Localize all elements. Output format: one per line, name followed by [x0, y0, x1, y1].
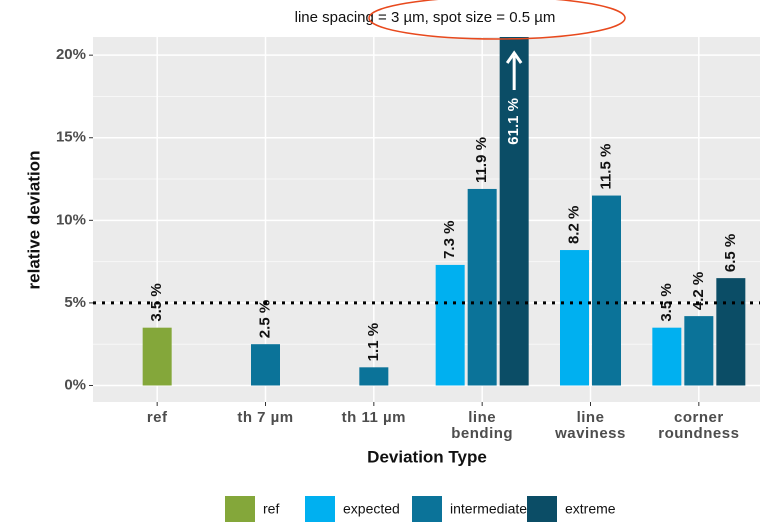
x-tick-label: line waviness	[555, 409, 626, 442]
value-label: 4.2 %	[690, 272, 707, 310]
value-label: 3.5 %	[658, 283, 675, 321]
bar	[716, 278, 746, 386]
bar	[499, 37, 529, 386]
x-axis-label: Deviation Type	[367, 447, 487, 466]
x-tick-label: th 7 µm	[237, 409, 294, 426]
x-tick-label: ref	[146, 409, 168, 426]
bar	[592, 195, 621, 386]
x-tick-label: line bending	[451, 409, 514, 442]
legend-label: intermediate	[450, 501, 527, 517]
legend-swatch	[225, 496, 255, 522]
y-axis-label: relative deviation	[24, 151, 43, 290]
value-label: 8.2 %	[565, 206, 582, 244]
value-label: 1.1 %	[365, 323, 382, 361]
y-tick-label: 20%	[56, 46, 86, 63]
y-tick-label: 15%	[56, 129, 86, 146]
value-label: 7.3 %	[441, 221, 458, 259]
x-tick-label: th 11 µm	[341, 409, 406, 426]
x-tick-label: corner roundness	[658, 409, 740, 442]
legend-swatch	[305, 496, 335, 522]
bar	[435, 264, 465, 386]
bar	[652, 327, 682, 386]
overflow-arrowhead	[505, 50, 523, 64]
chart-title: line spacing = 3 µm, spot size = 0.5 µm	[295, 9, 556, 26]
y-tick-label: 5%	[64, 294, 86, 311]
legend-label: extreme	[565, 501, 616, 517]
legend-label: expected	[343, 501, 400, 517]
legend-swatch	[527, 496, 557, 522]
bar	[142, 327, 172, 386]
y-tick-label: 10%	[56, 211, 86, 228]
value-label: 2.5 %	[256, 300, 273, 338]
value-label: 61.1 %	[505, 98, 522, 145]
bar	[684, 316, 714, 386]
bar	[251, 344, 280, 386]
value-label: 11.5 %	[597, 144, 614, 190]
bar	[467, 188, 497, 386]
bar	[359, 367, 389, 386]
value-label: 6.5 %	[722, 234, 739, 272]
highlight-ellipse	[368, 0, 626, 40]
bar	[560, 250, 589, 386]
y-tick-label: 0%	[64, 376, 86, 393]
value-label: 11.9 %	[473, 137, 490, 183]
panel	[93, 37, 760, 402]
legend-swatch	[412, 496, 442, 522]
legend-label: ref	[263, 501, 279, 517]
